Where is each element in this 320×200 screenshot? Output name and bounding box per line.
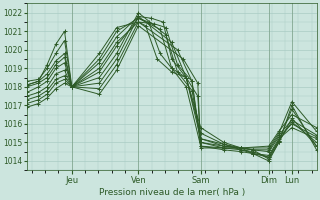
X-axis label: Pression niveau de la mer( hPa ): Pression niveau de la mer( hPa ) [99,188,245,197]
